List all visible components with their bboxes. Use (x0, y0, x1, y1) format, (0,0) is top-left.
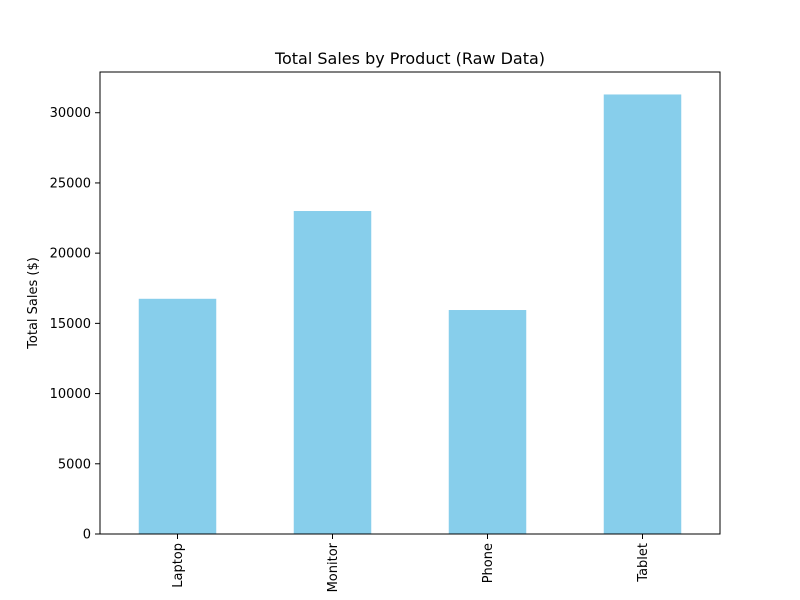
x-tick-label: Phone (481, 543, 496, 583)
x-axis-ticks: Laptop Monitor Phone Tablet (171, 534, 651, 592)
y-tick-label: 25000 (50, 176, 91, 191)
x-tick-label: Laptop (171, 543, 186, 588)
y-tick-label: 10000 (50, 387, 91, 402)
bar-monitor (293, 211, 372, 534)
y-axis-label: Total Sales ($) (26, 257, 41, 350)
plot-frame (99, 71, 721, 535)
y-tick-label: 15000 (50, 317, 91, 332)
bar-tablet (603, 94, 682, 534)
bars-group (138, 94, 682, 534)
bar-laptop (138, 298, 217, 534)
y-tick-label: 20000 (50, 247, 91, 262)
y-tick-label: 30000 (50, 106, 91, 121)
y-tick-label: 5000 (58, 457, 91, 472)
y-tick-label: 0 (83, 528, 91, 543)
chart-title: Total Sales by Product (Raw Data) (274, 49, 545, 68)
y-axis-ticks: 0 5000 10000 15000 20000 25000 30000 (50, 106, 100, 543)
x-tick-label: Tablet (636, 543, 651, 583)
x-tick-label: Monitor (326, 542, 341, 592)
bar-phone (448, 310, 527, 534)
